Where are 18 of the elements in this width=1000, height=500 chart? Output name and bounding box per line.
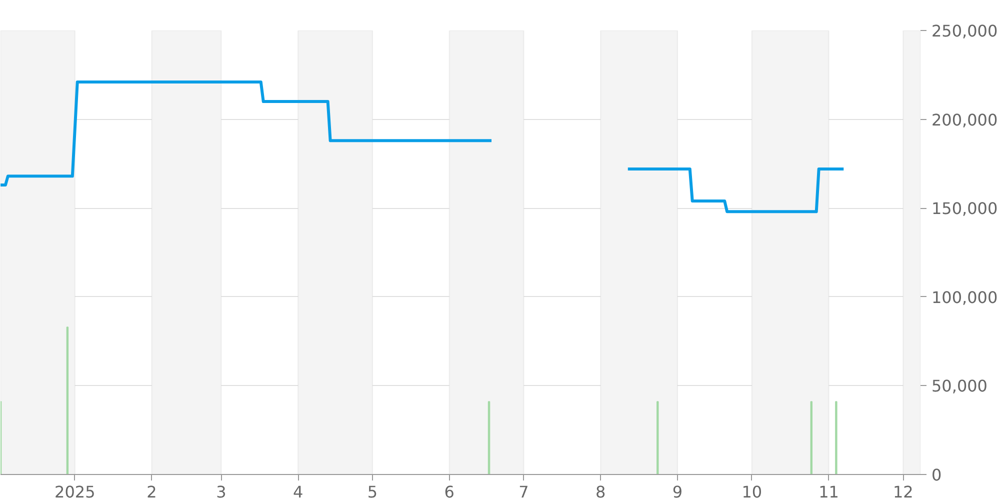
x-tick-label: 7 xyxy=(518,482,529,500)
x-tick-label: 6 xyxy=(444,482,454,500)
x-tick-label: 5 xyxy=(367,482,378,500)
x-tick-label: 12 xyxy=(892,482,914,500)
x-tick-label: 4 xyxy=(292,482,304,500)
x-tick-label: 9 xyxy=(672,482,683,500)
y-tick-label: 0 xyxy=(932,466,942,484)
y-tick-label: 50,000 xyxy=(932,376,988,396)
y-tick-label: 200,000 xyxy=(932,110,998,130)
x-tick-label: 2025 xyxy=(54,482,96,500)
y-tick-label: 100,000 xyxy=(932,288,998,307)
x-tick-label: 2 xyxy=(146,482,157,500)
x-tick-label: 8 xyxy=(596,482,606,500)
y-tick-label: 150,000 xyxy=(932,199,998,218)
x-tick-label: 11 xyxy=(818,482,839,500)
x-tick-label: 10 xyxy=(742,482,762,500)
x-tick-label: 3 xyxy=(216,482,226,500)
y-tick-label: 250,000 xyxy=(932,22,998,40)
